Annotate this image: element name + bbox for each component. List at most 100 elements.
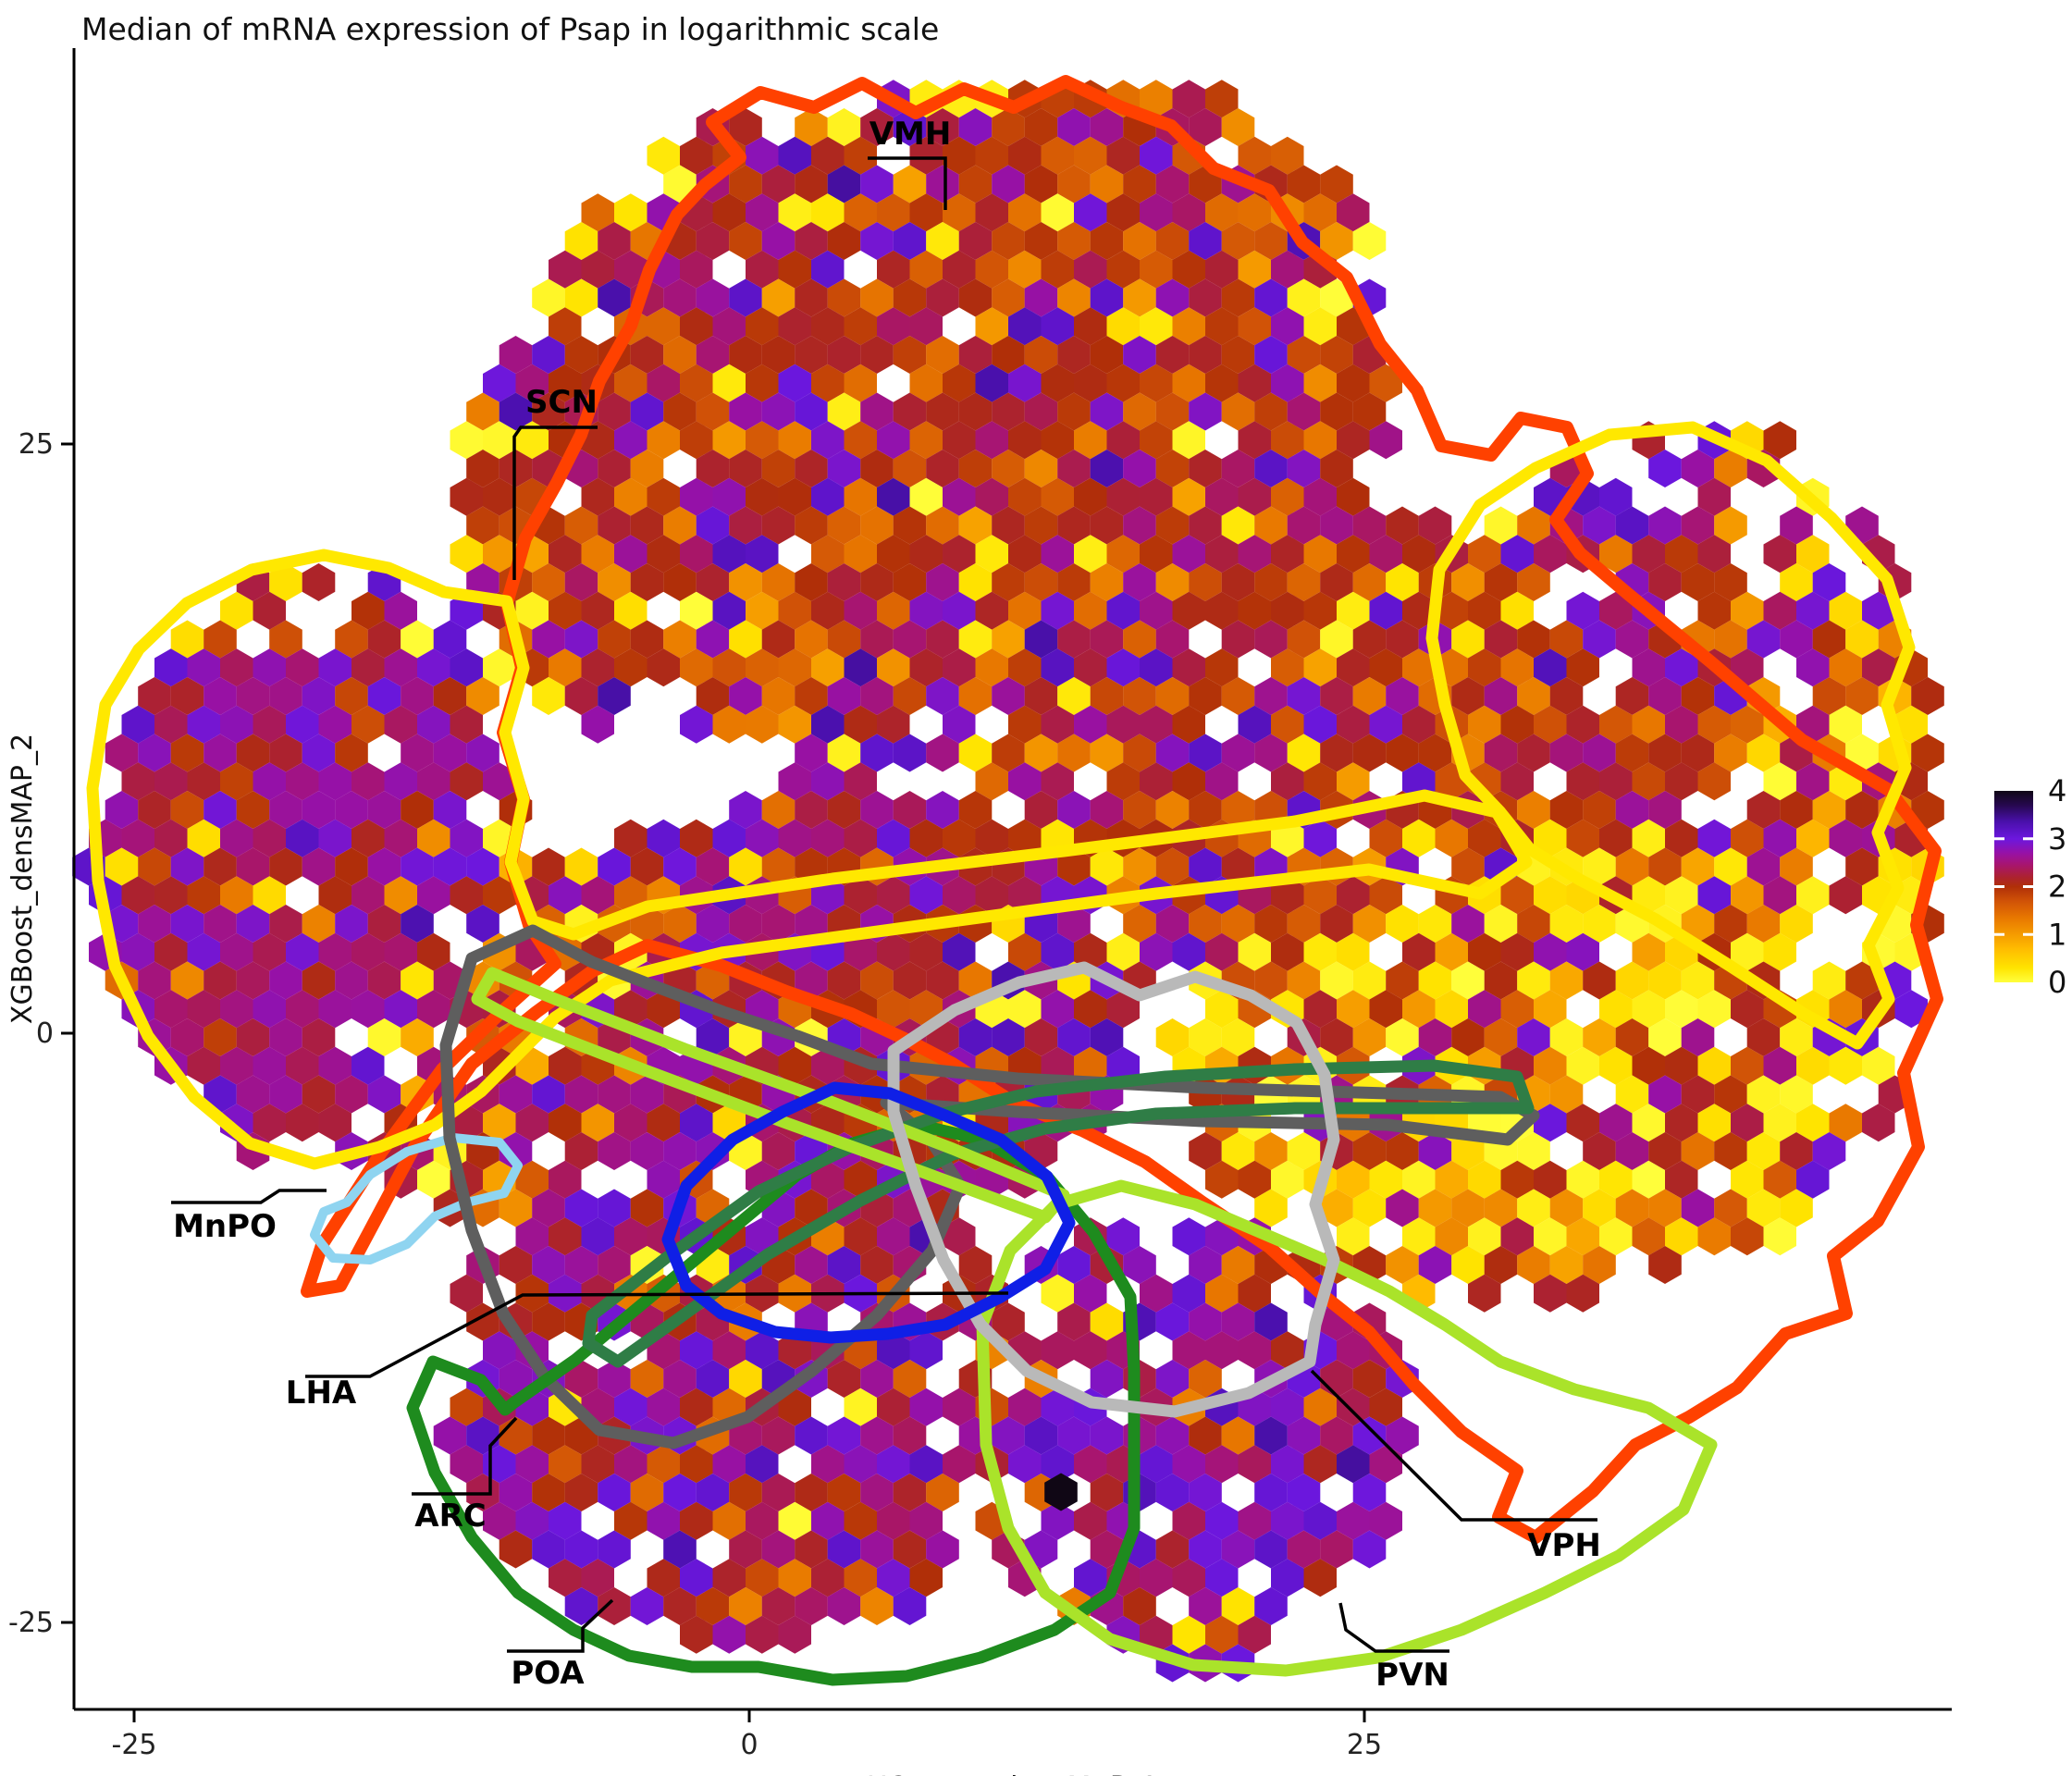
hex-bin — [170, 961, 204, 1000]
hex-bin — [1205, 932, 1239, 971]
hex-bin — [877, 1559, 910, 1597]
hex-bin — [893, 392, 927, 431]
hex-bin — [1599, 1104, 1633, 1142]
hex-bin — [1386, 734, 1419, 772]
hex-bin — [877, 819, 910, 857]
hex-bin — [417, 1160, 450, 1199]
y-axis-title: XGBoost_densMAP_2 — [6, 734, 39, 1024]
hex-bin — [1714, 734, 1747, 772]
hex-bin — [761, 905, 796, 943]
hex-bin — [827, 1360, 861, 1398]
hex-bin — [1681, 905, 1715, 943]
hex-bin — [1189, 563, 1222, 601]
hex-bin — [1172, 535, 1205, 574]
hex-bin — [384, 819, 417, 857]
hex-bin — [1074, 591, 1107, 630]
hex-bin — [729, 1587, 762, 1625]
hex-bin — [1271, 1445, 1304, 1484]
hex-bin — [1090, 791, 1124, 829]
hex-bin — [483, 1501, 516, 1540]
hex-bin — [515, 591, 549, 630]
hex-bin — [1714, 450, 1747, 487]
hex-bin — [1041, 193, 1074, 232]
hex-bin — [367, 791, 401, 829]
hex-bin — [1352, 1018, 1387, 1056]
hex-bin — [1829, 591, 1862, 630]
hex-bin — [1697, 535, 1731, 574]
hex-bin — [827, 563, 861, 601]
hex-bin — [466, 847, 500, 886]
hex-bin — [1517, 905, 1550, 943]
hex-bin — [1189, 222, 1222, 260]
hex-bin — [1369, 1388, 1402, 1426]
hex-bin — [811, 364, 845, 402]
hex-bin — [647, 421, 680, 460]
hex-bin — [1090, 1474, 1124, 1511]
hex-bin — [729, 563, 762, 601]
hex-bin — [1205, 762, 1239, 801]
hex-bin — [761, 450, 796, 487]
hex-bin — [1829, 876, 1862, 915]
hex-bin — [1320, 165, 1353, 204]
hex-bin — [1254, 734, 1288, 772]
hex-bin — [1140, 762, 1173, 801]
hex-bin — [1287, 905, 1321, 943]
hex-bin — [1205, 1274, 1239, 1313]
hex-bin — [1517, 563, 1550, 601]
hex-bin — [680, 477, 713, 516]
hex-bin — [1106, 932, 1140, 971]
hex-bin — [712, 1615, 746, 1654]
hex-bin — [1812, 961, 1846, 1000]
hex-bin — [1534, 990, 1567, 1029]
hex-bin — [795, 1587, 828, 1625]
hex-bin — [499, 1360, 533, 1398]
hex-bin — [1254, 1474, 1288, 1511]
hex-bin — [220, 819, 253, 857]
hex-bin — [1271, 705, 1304, 744]
hex-bin — [1090, 1018, 1124, 1056]
hex-bin — [844, 876, 877, 915]
hex-bin — [1697, 591, 1731, 630]
hex-bin — [1829, 648, 1862, 687]
hex-bin — [614, 1104, 648, 1142]
hex-bin — [1254, 1189, 1288, 1227]
hex-bin — [943, 421, 976, 460]
hex-bin — [1172, 1217, 1205, 1256]
hex-bin — [746, 1501, 779, 1540]
hex-bin — [1714, 1075, 1747, 1114]
hex-bin — [877, 648, 910, 687]
hex-bin — [204, 1075, 237, 1114]
hex-bin — [630, 506, 664, 545]
hex-bin — [877, 876, 910, 915]
hex-bin — [154, 762, 188, 801]
hex-bin — [1221, 108, 1255, 146]
hex-bin — [1303, 1445, 1337, 1484]
hex-bin — [729, 620, 762, 659]
hex-bin — [746, 307, 779, 346]
hex-bin — [1500, 990, 1534, 1029]
hex-bin — [958, 165, 993, 204]
hex-bin — [1435, 932, 1468, 971]
hex-bin — [286, 932, 319, 971]
hex-bin — [1254, 336, 1288, 374]
hex-bin — [1155, 450, 1190, 487]
hex-bin — [647, 1445, 680, 1484]
hex-bin — [729, 1530, 762, 1569]
hex-bin — [564, 620, 598, 659]
hex-bin — [1829, 1104, 1862, 1142]
region-callouts — [171, 156, 1597, 1653]
hex-bin — [893, 1530, 927, 1569]
hex-bin — [1517, 791, 1550, 829]
hex-bin — [1583, 1132, 1616, 1170]
hex-bin — [827, 1587, 861, 1625]
hex-bin — [1024, 392, 1058, 431]
callout-line-mnpo — [171, 1189, 327, 1204]
hex-bin — [795, 563, 828, 601]
hex-bin — [1714, 905, 1747, 943]
hex-bin — [220, 876, 253, 915]
hex-bin — [1451, 1018, 1485, 1056]
hex-bin — [1123, 734, 1156, 772]
hex-bin — [943, 1388, 976, 1426]
hex-bin — [1352, 734, 1387, 772]
hex-bin — [1435, 819, 1468, 857]
